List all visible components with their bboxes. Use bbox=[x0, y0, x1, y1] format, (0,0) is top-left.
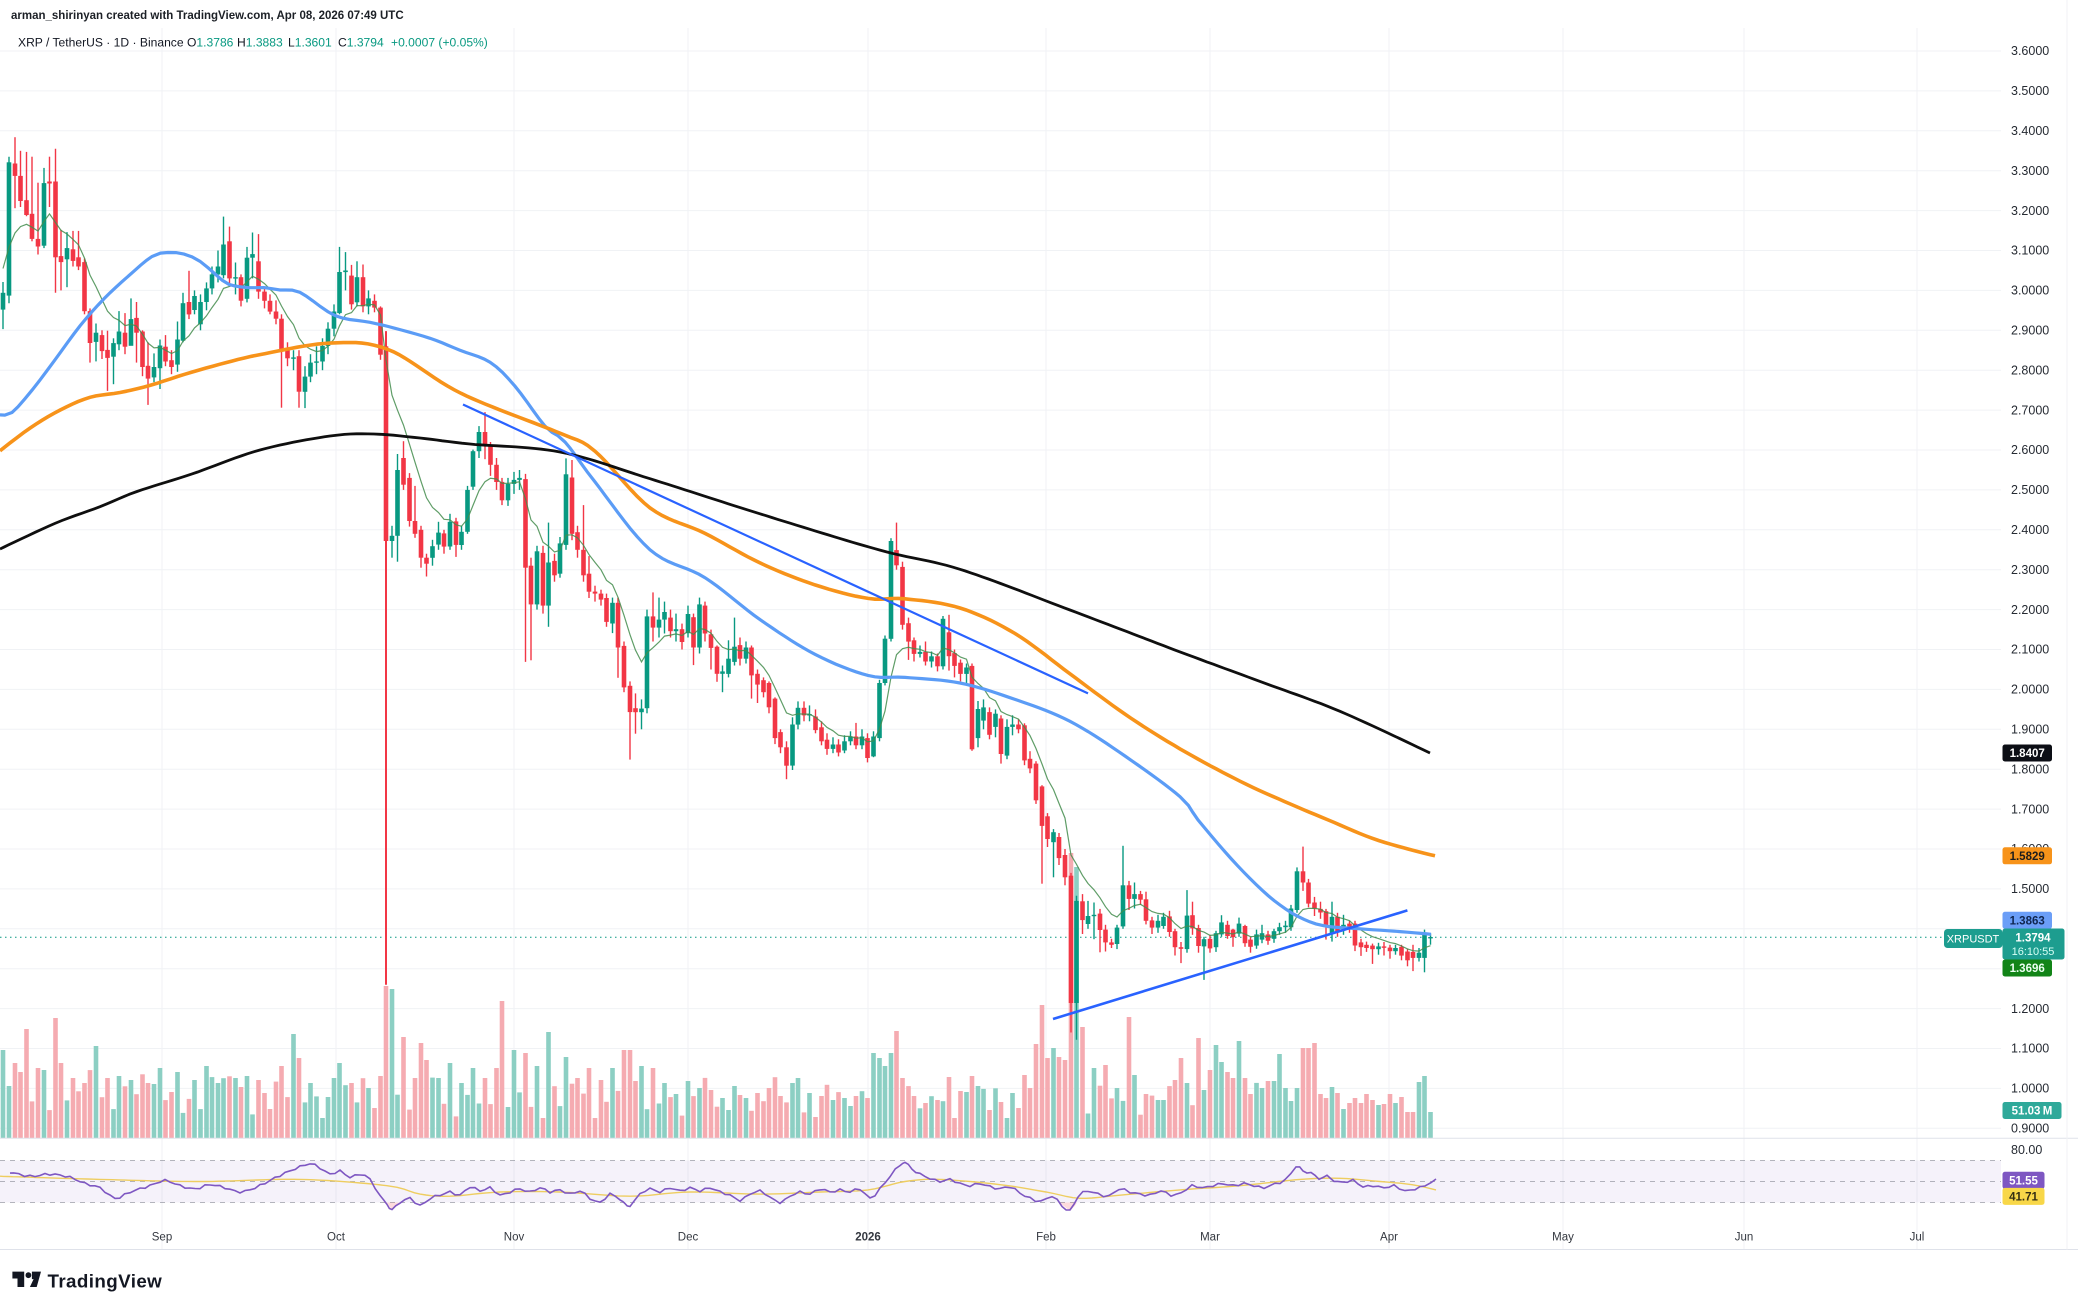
svg-text:Sep: Sep bbox=[152, 1232, 172, 1244]
svg-text:1.2000: 1.2000 bbox=[2011, 1002, 2049, 1016]
svg-text:1.1000: 1.1000 bbox=[2011, 1042, 2049, 1056]
svg-text:Jul: Jul bbox=[1910, 1232, 1925, 1244]
svg-text:1.8000: 1.8000 bbox=[2011, 762, 2049, 776]
svg-text:XRPUSDT: XRPUSDT bbox=[1947, 934, 2000, 946]
svg-text:1.0000: 1.0000 bbox=[2011, 1082, 2049, 1096]
svg-text:2026: 2026 bbox=[855, 1232, 881, 1244]
svg-text:Dec: Dec bbox=[678, 1232, 699, 1244]
svg-text:51.55: 51.55 bbox=[2009, 1175, 2038, 1187]
svg-text:51.03 M: 51.03 M bbox=[2012, 1106, 2053, 1118]
svg-text:3.3000: 3.3000 bbox=[2011, 164, 2049, 178]
svg-text:Nov: Nov bbox=[504, 1232, 525, 1244]
svg-text:XRP / TetherUS · 1D · Binance: XRP / TetherUS · 1D · Binance bbox=[18, 36, 184, 50]
svg-text:0.9000: 0.9000 bbox=[2011, 1122, 2049, 1136]
svg-text:3.1000: 3.1000 bbox=[2011, 244, 2049, 258]
svg-text:3.4000: 3.4000 bbox=[2011, 124, 2049, 138]
svg-text:2.1000: 2.1000 bbox=[2011, 643, 2049, 657]
svg-text:1.3794: 1.3794 bbox=[2015, 933, 2051, 945]
svg-text:2.5000: 2.5000 bbox=[2011, 483, 2049, 497]
svg-text:1.3696: 1.3696 bbox=[2010, 963, 2045, 975]
svg-text:Apr: Apr bbox=[1380, 1232, 1398, 1244]
svg-text:Oct: Oct bbox=[327, 1232, 346, 1244]
svg-text:41.71: 41.71 bbox=[2009, 1192, 2038, 1204]
svg-text:May: May bbox=[1552, 1232, 1574, 1244]
svg-text:arman_shirinyan created with T: arman_shirinyan created with TradingView… bbox=[11, 10, 404, 22]
svg-text:1.9000: 1.9000 bbox=[2011, 723, 2049, 737]
svg-text:Feb: Feb bbox=[1036, 1232, 1056, 1244]
svg-text:TradingView: TradingView bbox=[48, 1270, 163, 1291]
svg-text:2.3000: 2.3000 bbox=[2011, 563, 2049, 577]
svg-text:80.00: 80.00 bbox=[2011, 1143, 2042, 1157]
svg-text:16:10:55: 16:10:55 bbox=[2012, 946, 2055, 958]
svg-text:3.6000: 3.6000 bbox=[2011, 44, 2049, 58]
svg-text:3.0000: 3.0000 bbox=[2011, 284, 2049, 298]
svg-text:3.2000: 3.2000 bbox=[2011, 204, 2049, 218]
svg-text:3.5000: 3.5000 bbox=[2011, 84, 2049, 98]
svg-text:2.8000: 2.8000 bbox=[2011, 363, 2049, 377]
svg-text:2.9000: 2.9000 bbox=[2011, 324, 2049, 338]
svg-text:1.8407: 1.8407 bbox=[2010, 748, 2045, 760]
svg-text:1.5829: 1.5829 bbox=[2010, 851, 2045, 863]
svg-text:2.4000: 2.4000 bbox=[2011, 523, 2049, 537]
svg-text:1.7000: 1.7000 bbox=[2011, 802, 2049, 816]
svg-text:1.3863: 1.3863 bbox=[2010, 915, 2045, 927]
svg-text:1.5000: 1.5000 bbox=[2011, 882, 2049, 896]
svg-text:Mar: Mar bbox=[1200, 1232, 1220, 1244]
svg-text:2.7000: 2.7000 bbox=[2011, 403, 2049, 417]
svg-text:2.6000: 2.6000 bbox=[2011, 443, 2049, 457]
svg-text:2.0000: 2.0000 bbox=[2011, 683, 2049, 697]
svg-text:2.2000: 2.2000 bbox=[2011, 603, 2049, 617]
svg-text:Jun: Jun bbox=[1735, 1232, 1754, 1244]
